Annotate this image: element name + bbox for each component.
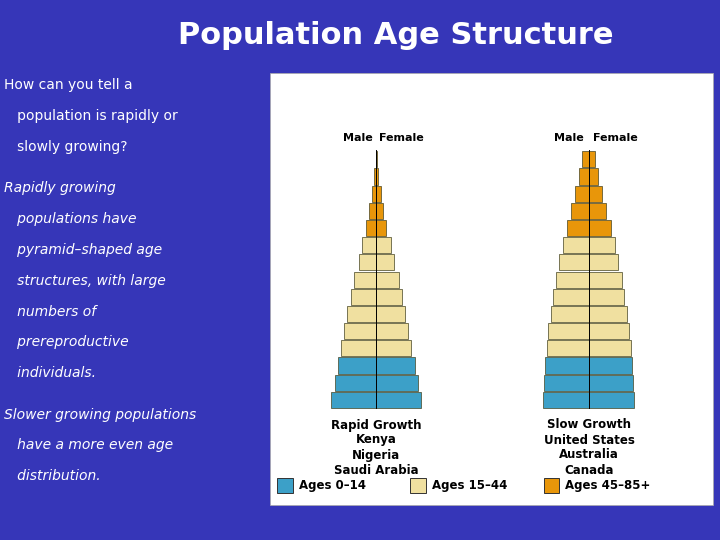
Bar xyxy=(338,357,377,374)
Bar xyxy=(377,323,408,339)
Bar xyxy=(545,357,589,374)
Text: prereproductive: prereproductive xyxy=(4,335,128,349)
Bar xyxy=(377,168,379,185)
Bar xyxy=(372,186,377,202)
Text: Population Age Structure: Population Age Structure xyxy=(179,21,613,50)
Text: Slow Growth
United States
Australia
Canada: Slow Growth United States Australia Cana… xyxy=(544,418,634,476)
Text: population is rapidly or: population is rapidly or xyxy=(4,109,177,123)
Bar xyxy=(543,392,589,408)
Text: Slower growing populations: Slower growing populations xyxy=(4,408,196,422)
Bar xyxy=(277,478,293,493)
Bar xyxy=(589,254,618,271)
Bar xyxy=(589,272,621,288)
Bar xyxy=(335,375,377,391)
Bar xyxy=(348,306,377,322)
Bar xyxy=(377,254,394,271)
Bar xyxy=(575,186,589,202)
Bar xyxy=(589,186,602,202)
Bar xyxy=(410,478,426,493)
Bar xyxy=(589,168,598,185)
Bar xyxy=(589,392,634,408)
Bar xyxy=(377,203,383,219)
Bar xyxy=(589,220,611,236)
Bar xyxy=(553,289,589,305)
Text: Ages 45–85+: Ages 45–85+ xyxy=(565,479,651,492)
Bar xyxy=(331,392,377,408)
FancyBboxPatch shape xyxy=(270,73,713,505)
Bar xyxy=(377,375,418,391)
Bar xyxy=(354,272,377,288)
Bar xyxy=(344,323,377,339)
Bar xyxy=(589,357,632,374)
Bar xyxy=(546,340,589,356)
Bar xyxy=(377,220,387,236)
Bar xyxy=(377,272,399,288)
Bar xyxy=(589,237,615,253)
Text: Ages 15–44: Ages 15–44 xyxy=(432,479,508,492)
Text: Ages 0–14: Ages 0–14 xyxy=(299,479,366,492)
Bar xyxy=(579,168,589,185)
Text: Rapid Growth
Kenya
Nigeria
Saudi Arabia: Rapid Growth Kenya Nigeria Saudi Arabia xyxy=(330,418,421,476)
Bar xyxy=(341,340,377,356)
Bar xyxy=(359,254,377,271)
Text: Rapidly growing: Rapidly growing xyxy=(4,181,115,195)
Bar xyxy=(562,237,589,253)
Bar xyxy=(377,340,411,356)
Text: Female: Female xyxy=(593,133,638,143)
Bar xyxy=(377,289,402,305)
Bar xyxy=(589,289,624,305)
Bar xyxy=(571,203,589,219)
Bar xyxy=(366,220,377,236)
Text: How can you tell a: How can you tell a xyxy=(4,78,132,92)
Bar xyxy=(556,272,589,288)
Bar xyxy=(589,306,626,322)
Text: distribution.: distribution. xyxy=(4,469,100,483)
Bar xyxy=(377,237,390,253)
Bar xyxy=(582,151,589,167)
Bar xyxy=(567,220,589,236)
Bar xyxy=(559,254,589,271)
Text: populations have: populations have xyxy=(4,212,136,226)
Text: Female: Female xyxy=(379,133,424,143)
Bar xyxy=(377,392,421,408)
Bar xyxy=(589,203,606,219)
Bar xyxy=(377,357,415,374)
Text: pyramid–shaped age: pyramid–shaped age xyxy=(4,243,162,257)
Bar xyxy=(377,186,381,202)
Bar xyxy=(544,478,559,493)
Bar xyxy=(544,375,589,391)
Bar xyxy=(589,375,634,391)
Text: Male: Male xyxy=(343,133,373,143)
Bar xyxy=(589,151,595,167)
Bar xyxy=(362,237,377,253)
Bar xyxy=(374,168,377,185)
Bar xyxy=(549,323,589,339)
Text: numbers of: numbers of xyxy=(4,305,96,319)
Bar xyxy=(551,306,589,322)
Bar xyxy=(589,323,629,339)
Text: slowly growing?: slowly growing? xyxy=(4,140,127,154)
Text: structures, with large: structures, with large xyxy=(4,274,166,288)
Bar xyxy=(377,306,405,322)
Text: Male: Male xyxy=(554,133,584,143)
Bar xyxy=(369,203,377,219)
Text: individuals.: individuals. xyxy=(4,366,96,380)
Bar xyxy=(351,289,377,305)
Text: have a more even age: have a more even age xyxy=(4,438,173,453)
Bar xyxy=(589,340,631,356)
